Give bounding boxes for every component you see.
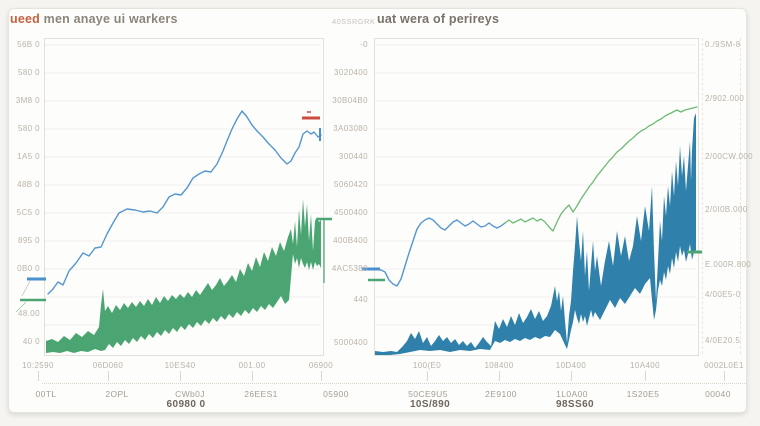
right-chart-y-tick-right: 4/00E5-0	[705, 290, 741, 299]
right-chart-y-tick-left: 440	[353, 295, 368, 304]
left-chart-y-tick: 3M8 0	[15, 96, 40, 105]
right-chart-y-tick-left: 3A03080	[333, 124, 368, 133]
left-chart-title-text: men anaye ui warkers	[43, 12, 178, 26]
right-chart-y-tick-left: 400B400	[333, 236, 368, 245]
right-chart-y-tick-right: 2/902.000	[705, 94, 745, 103]
x-tick-row1: 001.00	[238, 361, 266, 370]
x-tick-row2: 00TL	[35, 389, 57, 399]
right-chart-y-tick-left: 30B04B0	[332, 96, 368, 105]
right-chart-y-tick-left: 5060420	[334, 180, 368, 189]
x-axis-tick-mark	[499, 371, 500, 381]
x-axis-tick-mark	[180, 371, 181, 381]
x-tick-row2: 26EES1	[244, 389, 278, 399]
x-tick-row2: CWb0J	[175, 389, 205, 399]
x-axis-dotted-separator	[42, 383, 747, 384]
x-tick-row1: 108400	[484, 361, 514, 370]
x-tick-row2: 1S20E5	[626, 389, 660, 399]
right-chart-y-tick-right: 0./9SM-8	[705, 40, 741, 49]
left-chart-title: ueed men anaye ui warkers	[10, 12, 178, 26]
x-tick-row1: 10D400	[555, 361, 587, 370]
x-axis-tick-mark	[108, 371, 109, 381]
x-tick-row2: 00040	[705, 389, 731, 399]
left-chart-title-accent: ueed	[10, 12, 40, 26]
right-chart-y-tick-left: 4AC5380	[331, 264, 368, 273]
x-tick-row3: 10S/890	[409, 399, 451, 410]
x-tick-row1: 10ES40	[164, 361, 196, 370]
right-axis-dashed-guide-2	[740, 38, 741, 354]
right-chart-y-tick-right: 2/00CW.000	[705, 152, 754, 161]
x-axis-tick-mark	[645, 371, 646, 381]
x-axis-tick-mark	[724, 371, 725, 381]
x-tick-row1: 10:2590	[22, 361, 54, 370]
left-chart-y-tick: 40 0	[22, 337, 40, 346]
x-tick-row3: 98SS60	[556, 399, 594, 410]
x-tick-row2: 05900	[323, 389, 349, 399]
right-chart-y-tick-left: 3020400	[334, 68, 368, 77]
x-axis-tick-mark	[427, 371, 428, 381]
right-chart-y-tick-left: 300440	[338, 152, 368, 161]
left-chart-y-tick: 5C5 0	[16, 208, 40, 217]
right-chart-y-tick-right: E.000R.800	[705, 260, 752, 269]
x-tick-row1: 06900	[308, 361, 334, 370]
left-chart-y-tick: 48B 0	[17, 180, 40, 189]
right-chart-y-tick-left: -0	[360, 40, 368, 49]
x-tick-row1: 0002L0E1	[704, 361, 744, 370]
x-tick-row2: 1L0A00	[556, 389, 588, 399]
x-axis-tick-mark	[571, 371, 572, 381]
right-chart-note: 40SSRGRK	[332, 17, 376, 26]
x-tick-row1: 100(E0	[412, 361, 442, 370]
left-chart-y-tick: 0B0 0	[17, 264, 40, 273]
x-axis-tick-mark	[38, 371, 39, 381]
x-axis-tick-mark	[252, 371, 253, 381]
right-chart-y-tick-right: 4/0E20.5	[705, 336, 741, 345]
right-axis-dashed-guide	[702, 38, 703, 354]
right-chart-title: uat wera of perireys	[377, 12, 500, 26]
left-chart-y-tick: 580 0	[17, 124, 40, 133]
left-chart-y-tick: 895 0	[17, 236, 40, 245]
left-chart-y-tick: 580 0	[17, 68, 40, 77]
x-tick-row2: 50CE9U5	[408, 389, 448, 399]
x-tick-row3: 60980 0	[166, 399, 206, 410]
right-chart-y-tick-left: 4500400	[334, 208, 368, 217]
x-axis-tick-mark	[321, 371, 322, 381]
x-tick-row2: 2OPL	[105, 389, 129, 399]
right-chart-y-tick-left: 5000400	[334, 338, 368, 347]
left-chart-y-tick: 56B 0	[17, 40, 40, 49]
x-tick-row1: 06D060	[92, 361, 124, 370]
right-plot-area[interactable]	[374, 38, 699, 356]
left-chart-y-tick: 1A5 0	[17, 152, 40, 161]
left-plot-area[interactable]	[44, 38, 324, 356]
right-chart-y-tick-right: 2/0I0B.000	[705, 205, 748, 214]
left-chart-y-tick: 48.00	[17, 309, 40, 318]
x-tick-row1: 10A400	[630, 361, 660, 370]
x-tick-row2: 2E9100	[485, 389, 517, 399]
